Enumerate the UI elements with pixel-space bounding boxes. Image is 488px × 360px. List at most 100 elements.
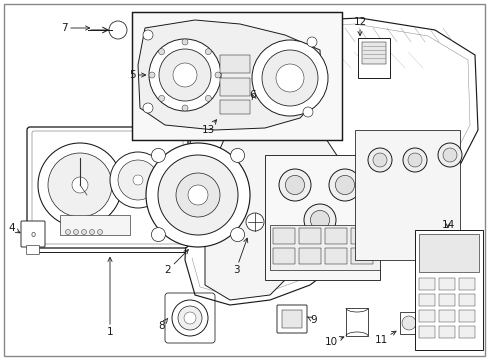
Bar	[220, 55, 249, 73]
Circle shape	[118, 160, 158, 200]
Bar	[438, 310, 454, 322]
Circle shape	[279, 169, 310, 201]
Circle shape	[335, 175, 354, 195]
Circle shape	[172, 300, 207, 336]
Circle shape	[401, 316, 415, 330]
Circle shape	[65, 230, 70, 234]
Text: 11: 11	[374, 331, 395, 345]
Circle shape	[81, 230, 86, 234]
Circle shape	[304, 204, 335, 236]
Bar	[264, 155, 379, 280]
Bar	[418, 326, 434, 338]
Circle shape	[205, 95, 211, 101]
Circle shape	[142, 103, 153, 113]
Bar	[414, 230, 482, 350]
FancyBboxPatch shape	[27, 127, 187, 248]
Circle shape	[372, 153, 386, 167]
Text: 13: 13	[201, 120, 216, 135]
Circle shape	[205, 49, 211, 55]
Text: o: o	[30, 230, 36, 239]
Text: 3: 3	[232, 238, 247, 275]
Circle shape	[275, 64, 304, 92]
Bar	[220, 78, 249, 96]
Text: 5: 5	[129, 70, 145, 80]
Bar	[361, 42, 385, 64]
Circle shape	[142, 30, 153, 40]
Text: 2: 2	[164, 249, 188, 275]
Circle shape	[230, 228, 244, 242]
Circle shape	[89, 230, 94, 234]
Circle shape	[133, 175, 142, 185]
Bar	[458, 278, 474, 290]
Text: 12: 12	[353, 17, 366, 36]
Bar	[350, 228, 372, 244]
Circle shape	[149, 39, 221, 111]
Polygon shape	[204, 108, 339, 300]
Bar	[438, 294, 454, 306]
Circle shape	[97, 230, 102, 234]
Circle shape	[158, 155, 238, 235]
Circle shape	[306, 37, 316, 47]
Bar	[272, 228, 294, 244]
Bar	[458, 294, 474, 306]
Bar	[399, 312, 417, 334]
Bar	[220, 100, 249, 114]
Circle shape	[285, 175, 304, 195]
Circle shape	[173, 63, 197, 87]
Bar	[269, 225, 379, 270]
Bar	[418, 294, 434, 306]
FancyBboxPatch shape	[26, 246, 40, 255]
Bar	[418, 278, 434, 290]
Polygon shape	[184, 18, 477, 305]
Bar	[458, 310, 474, 322]
Bar	[346, 308, 367, 336]
Circle shape	[402, 148, 426, 172]
Polygon shape	[138, 20, 321, 130]
Circle shape	[72, 177, 88, 193]
Circle shape	[38, 143, 122, 227]
Bar	[298, 228, 320, 244]
Bar	[438, 326, 454, 338]
Text: 14: 14	[441, 220, 454, 230]
Circle shape	[328, 169, 360, 201]
Text: 4: 4	[8, 223, 20, 233]
Circle shape	[176, 173, 220, 217]
Circle shape	[159, 49, 210, 101]
Bar	[418, 310, 434, 322]
Circle shape	[149, 72, 155, 78]
Text: 6: 6	[249, 90, 256, 100]
Circle shape	[187, 185, 207, 205]
Circle shape	[151, 148, 165, 162]
Bar	[325, 228, 346, 244]
Text: 1: 1	[106, 257, 113, 337]
Bar	[438, 278, 454, 290]
Circle shape	[303, 107, 312, 117]
Circle shape	[251, 40, 327, 116]
Bar	[350, 248, 372, 264]
Circle shape	[262, 50, 317, 106]
Bar	[325, 248, 346, 264]
FancyBboxPatch shape	[199, 109, 256, 125]
Bar	[298, 248, 320, 264]
Text: 10: 10	[324, 337, 343, 347]
Circle shape	[245, 213, 264, 231]
Circle shape	[110, 152, 165, 208]
Bar	[60, 215, 130, 235]
Circle shape	[151, 228, 165, 242]
Text: 8: 8	[158, 318, 167, 331]
Circle shape	[230, 148, 244, 162]
Circle shape	[215, 72, 221, 78]
FancyBboxPatch shape	[276, 305, 306, 333]
Bar	[282, 310, 302, 328]
Text: 9: 9	[306, 315, 316, 325]
Bar	[272, 248, 294, 264]
Bar	[418, 234, 478, 272]
Bar	[357, 38, 389, 78]
Circle shape	[73, 230, 79, 234]
Circle shape	[178, 306, 202, 330]
Circle shape	[158, 95, 164, 101]
Circle shape	[109, 21, 127, 39]
Bar	[458, 326, 474, 338]
Circle shape	[442, 148, 456, 162]
Circle shape	[182, 105, 187, 111]
